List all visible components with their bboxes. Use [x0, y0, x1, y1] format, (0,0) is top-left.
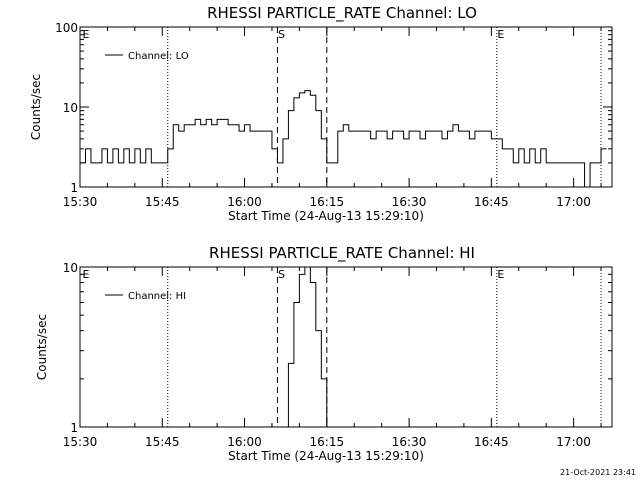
x-tick-label: 17:00	[556, 435, 591, 449]
hi-channel-panel: RHESSI PARTICLE_RATE Channel: HI 15:30 15:…	[35, 244, 613, 463]
x-tick-label: 16:00	[227, 435, 262, 449]
x-tick-label: 16:00	[227, 195, 262, 209]
x-tick-label: 15:45	[145, 195, 180, 209]
series-line	[282, 266, 333, 428]
y-tick-label: 100	[55, 21, 78, 35]
event-marker-label: E	[497, 268, 504, 281]
y-tick-label: 10	[63, 101, 78, 115]
event-marker-label: S	[278, 28, 285, 41]
event-marker-label: E	[497, 28, 504, 41]
chart-title: RHESSI PARTICLE_RATE Channel: LO	[207, 4, 477, 23]
x-tick-label: 17:00	[556, 195, 591, 209]
x-tick-label: 15:30	[63, 195, 98, 209]
plot-timestamp: 21-Oct-2021 23:41	[560, 468, 636, 477]
plot-frame	[79, 266, 613, 428]
y-tick-label: 10	[63, 261, 78, 275]
lo-channel-panel: RHESSI PARTICLE_RATE Channel: LO 15:30 15:…	[29, 4, 613, 223]
y-tick-label: 1	[70, 181, 78, 195]
x-axis-label: Start Time (24-Aug-13 15:29:10)	[228, 209, 424, 223]
legend-entry: Channel: LO	[128, 51, 189, 62]
x-tick-label: 16:15	[310, 195, 345, 209]
chart-title: RHESSI PARTICLE_RATE Channel: HI	[209, 244, 475, 263]
y-tick-label: 1	[70, 421, 78, 435]
x-tick-label: 16:30	[392, 195, 427, 209]
x-tick-label: 15:30	[63, 435, 98, 449]
x-tick-label: 16:30	[392, 435, 427, 449]
x-axis-label: Start Time (24-Aug-13 15:29:10)	[228, 449, 424, 463]
x-tick-label: 16:15	[310, 435, 345, 449]
y-axis-label: Counts/sec	[29, 74, 43, 140]
x-tick-label: 16:45	[474, 195, 509, 209]
x-tick-label: 15:45	[145, 435, 180, 449]
x-tick-label: 16:45	[474, 435, 509, 449]
event-marker-label: E	[83, 28, 90, 41]
event-marker-label: E	[83, 268, 90, 281]
y-axis-label: Counts/sec	[35, 314, 49, 380]
event-marker-label: S	[278, 268, 285, 281]
legend-entry: Channel: HI	[128, 291, 186, 302]
series-line	[80, 90, 607, 188]
